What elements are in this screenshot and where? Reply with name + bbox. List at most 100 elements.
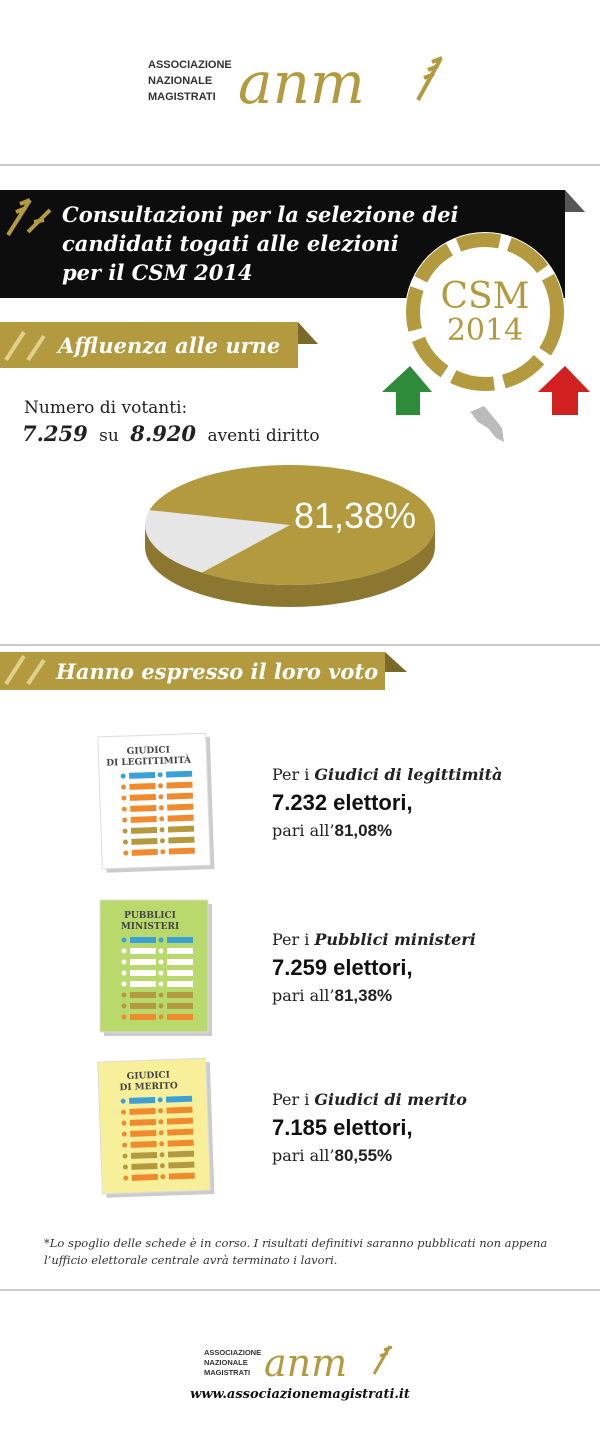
ballot-dot	[122, 1164, 128, 1170]
group-label: Per i Giudici di merito	[272, 1090, 467, 1109]
ballot-dot	[158, 937, 164, 943]
ballot-dot	[159, 827, 165, 833]
ballot-row	[130, 804, 157, 812]
ballot-row	[167, 992, 193, 998]
voters-label: Numero di votanti:	[24, 398, 187, 418]
pct: 80,55%	[335, 1146, 393, 1165]
org-line: NAZIONALE	[148, 75, 212, 87]
ballot-row	[168, 1172, 195, 1180]
group-pct: pari all’81,08%	[272, 821, 392, 840]
ballot-dot	[121, 784, 127, 790]
ballot-dot	[121, 1014, 127, 1020]
ballot-row	[130, 981, 156, 987]
footnote: l’ufficio elettorale centrale avrà termi…	[44, 1253, 337, 1267]
title-line: per il CSM 2014	[62, 260, 253, 285]
prefix: Per i	[272, 1090, 309, 1109]
ballot-row	[167, 970, 193, 976]
ballot-row	[166, 781, 193, 789]
group-count: 7.185 elettori,	[272, 1115, 413, 1140]
ballot-title: DI LEGITTIMITÀ	[106, 754, 192, 769]
ballot-row	[130, 937, 156, 943]
pct-prefix: pari all’	[272, 1146, 335, 1165]
group-name: Pubblici ministeri	[313, 930, 475, 949]
ballot-paper	[97, 732, 211, 870]
ballot-row	[168, 1161, 195, 1169]
ballot-dot	[159, 838, 165, 844]
ballot-dot	[120, 1098, 126, 1104]
ballot-row	[130, 1151, 158, 1159]
ballot-row	[166, 770, 193, 778]
badge-back	[405, 232, 565, 392]
ballot-dot	[158, 948, 164, 954]
voters-line: 7.259 su 8.920 aventi diritto	[22, 421, 320, 446]
ballot-row	[166, 792, 193, 800]
pie-slice	[149, 465, 436, 586]
wheat-icon	[6, 198, 52, 237]
connector: su	[99, 426, 119, 446]
group-name: Giudici di legittimità	[314, 765, 502, 784]
ballot-row	[130, 815, 157, 823]
ballot-title: GIUDICI	[127, 745, 170, 756]
org-line: MAGISTRATI	[148, 91, 216, 103]
badge-text: 2014	[447, 313, 523, 348]
ballot-title: DI MERITO	[119, 1081, 178, 1093]
ballot-dot	[158, 959, 164, 965]
section-heading: Affluenza alle urne	[56, 333, 280, 358]
title-line: Consultazioni per la selezione dei	[62, 202, 459, 227]
ballot-row	[167, 814, 194, 822]
ballot-row	[130, 1140, 157, 1148]
eligible: 8.920	[129, 421, 196, 446]
ballot-row	[129, 1096, 156, 1104]
ballot-row	[130, 1003, 156, 1009]
group-name: Giudici di merito	[314, 1090, 467, 1109]
ballot-dot	[158, 805, 164, 811]
org-line: NAZIONALE	[204, 1358, 248, 1367]
voters: 7.259	[22, 421, 88, 446]
wheat-icon	[372, 1345, 393, 1375]
ballot-paper	[99, 899, 209, 1033]
ballot-dot	[160, 849, 166, 855]
ballot-dot	[158, 1014, 164, 1020]
ballot-row	[167, 959, 193, 965]
ballot-dot	[123, 850, 129, 856]
ballot-dot	[121, 992, 127, 998]
ribbon	[0, 652, 385, 690]
ballot-row	[129, 1118, 156, 1126]
ballot-dot	[121, 970, 127, 976]
ballot-dot	[121, 1109, 127, 1115]
ballot-dot	[121, 806, 127, 812]
org-line: ASSOCIAZIONE	[204, 1348, 261, 1357]
ballot-row	[167, 1139, 194, 1147]
ballot-row	[167, 981, 193, 987]
ballot-dot	[121, 1131, 127, 1137]
wheat-icon	[416, 56, 443, 101]
prefix: Per i	[272, 765, 309, 784]
ballot-row	[166, 1117, 193, 1125]
arrow-green	[382, 366, 432, 415]
logo: anm	[238, 49, 365, 117]
ballot-row	[167, 803, 194, 811]
ballot-row	[130, 826, 158, 834]
group-pct: pari all’81,38%	[272, 986, 392, 1005]
pct: 81,08%	[335, 821, 393, 840]
csm-badge: CSM 2014	[382, 232, 590, 442]
fold	[565, 190, 585, 212]
footer-logo: ASSOCIAZIONE NAZIONALE MAGISTRATI anm	[204, 1341, 393, 1385]
title-line: candidati togati alle elezioni	[62, 231, 399, 256]
ballot-row	[167, 1150, 195, 1158]
ballot-dot	[158, 1130, 164, 1136]
ballot-dot	[158, 794, 164, 800]
ballot-dot	[122, 828, 128, 834]
url[interactable]: www.associazionemagistrati.it	[190, 1387, 410, 1402]
ballot-dot	[158, 1108, 164, 1114]
ballot-dot	[159, 1152, 165, 1158]
ballot-dot	[157, 1097, 163, 1103]
pie-chart: 81,38%	[145, 465, 436, 607]
ballot-title: PUBBLICI	[124, 911, 176, 921]
ballot-row	[130, 970, 156, 976]
footnote: *Lo spoglio delle schede è in corso. I r…	[44, 1236, 547, 1250]
